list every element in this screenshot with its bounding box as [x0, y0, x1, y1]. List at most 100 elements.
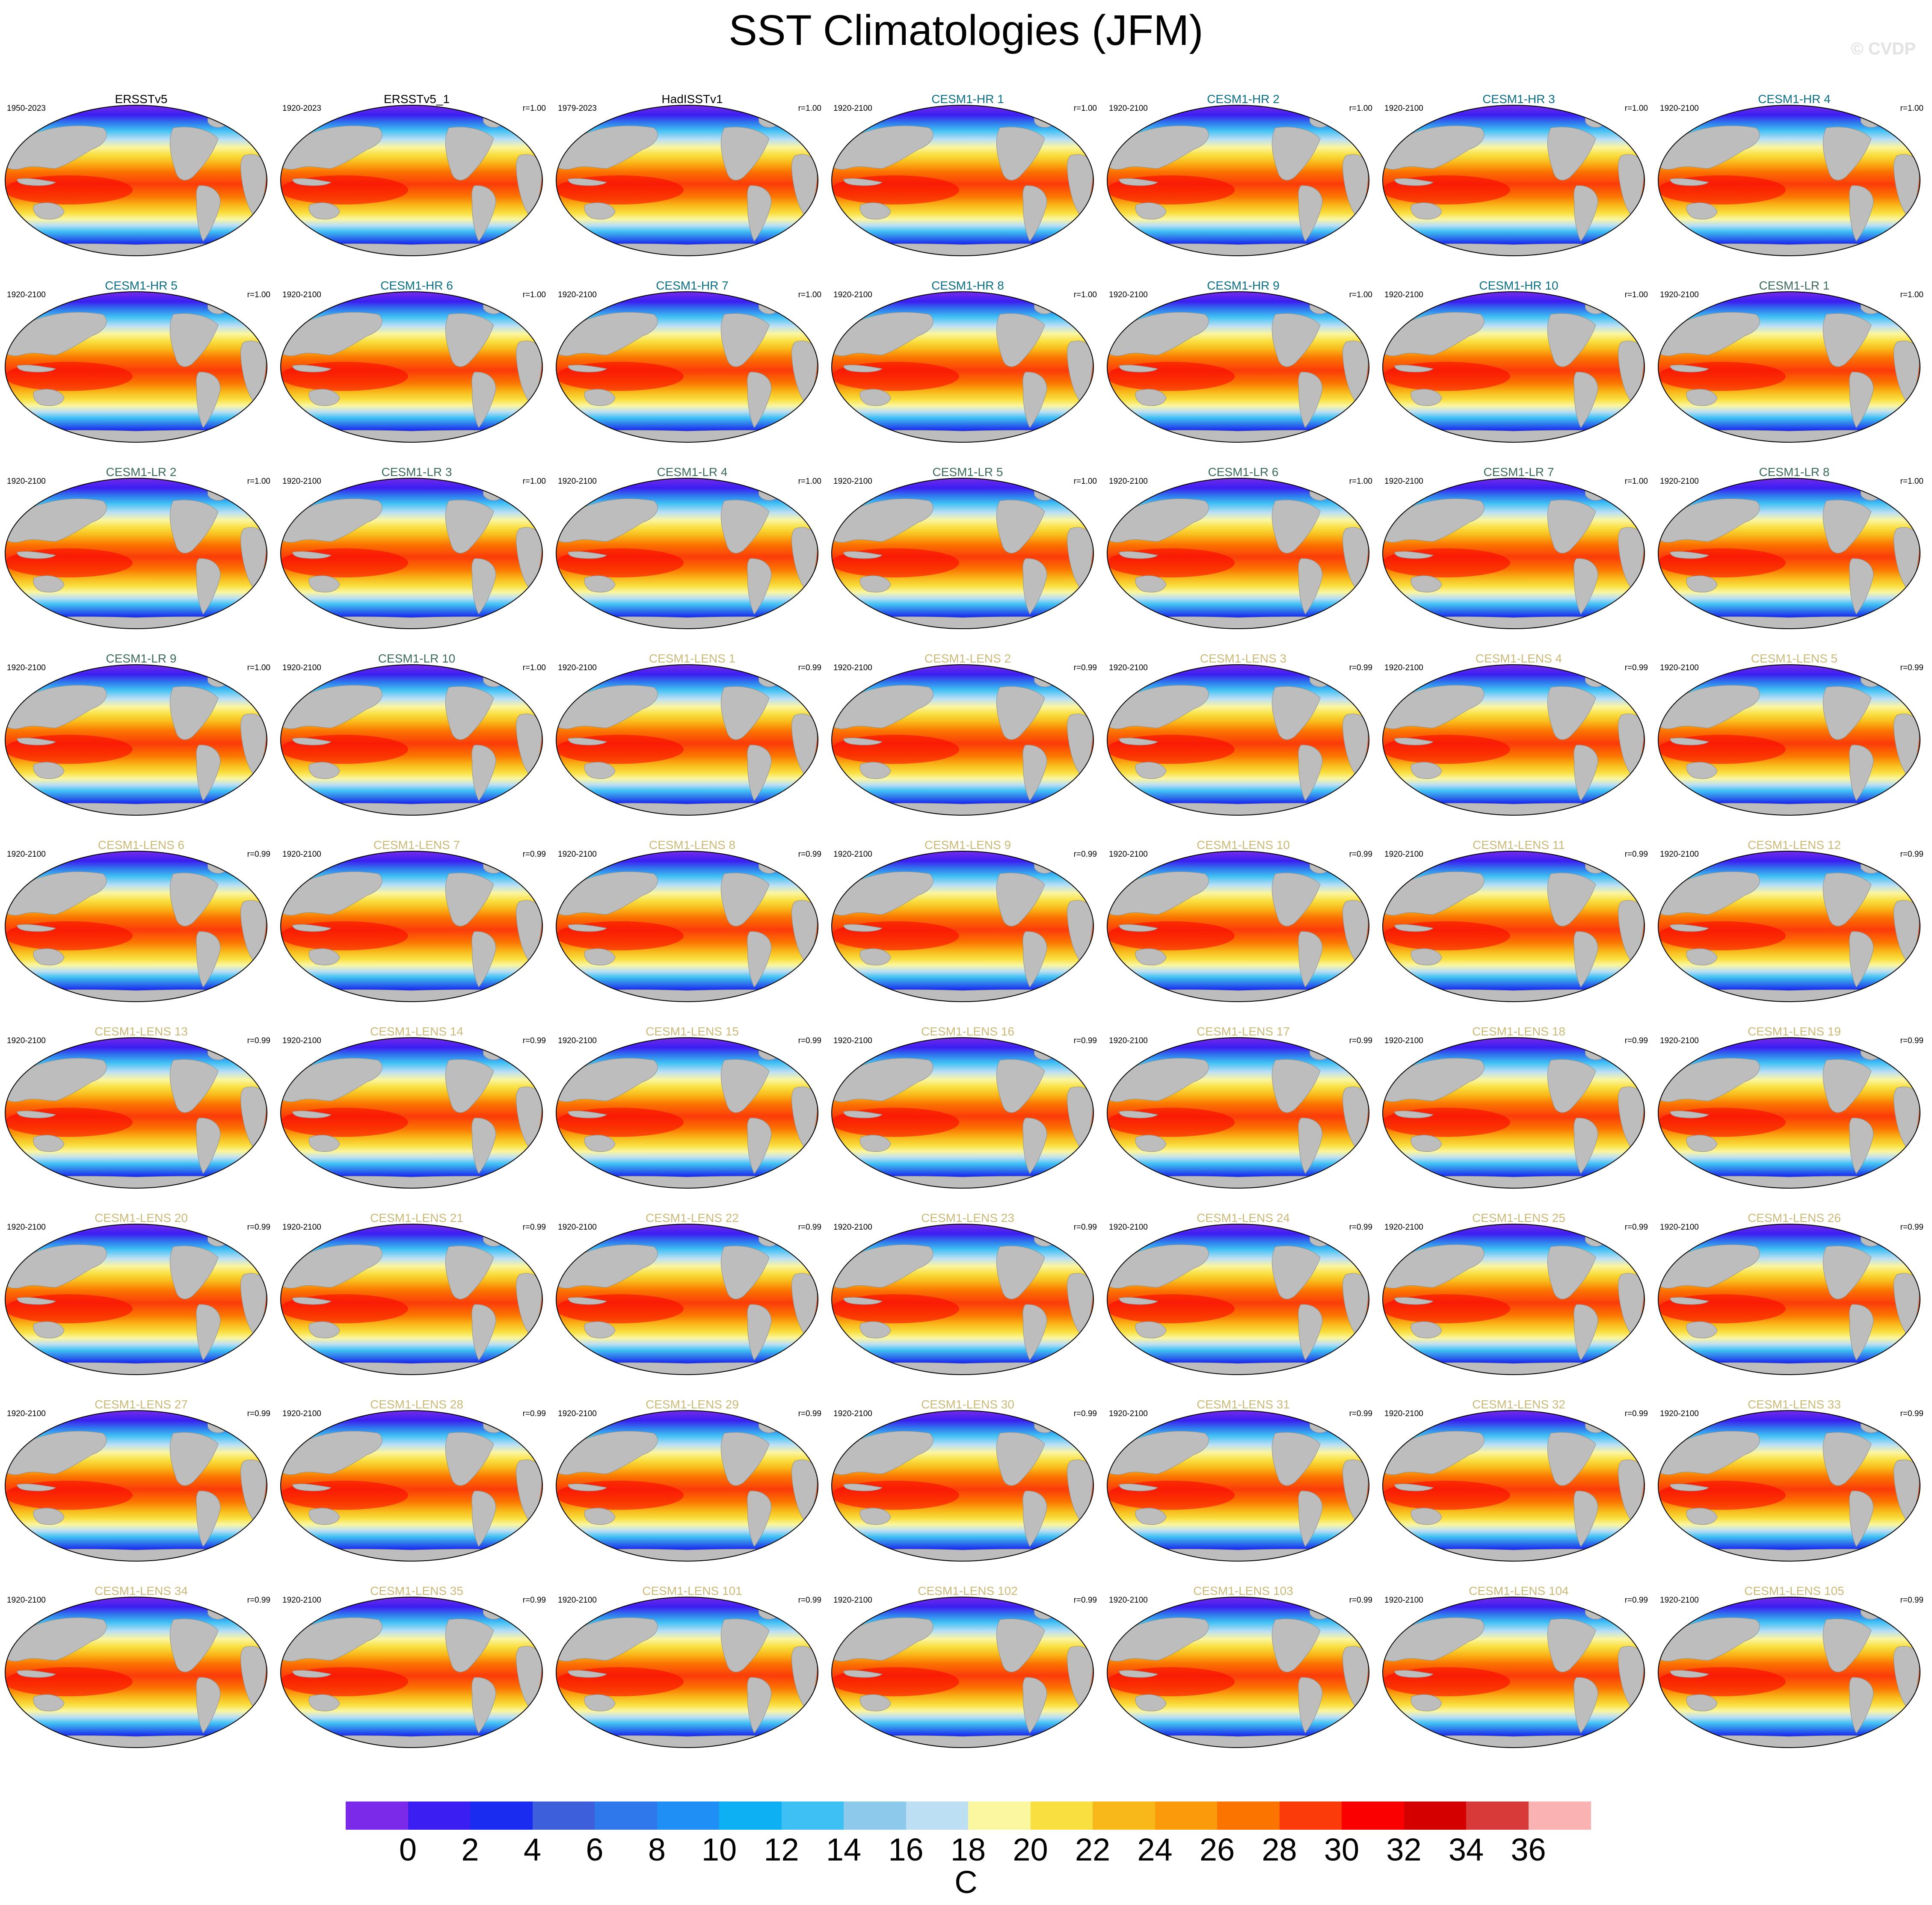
land-mass [996, 1618, 1045, 1672]
land-mass [292, 551, 332, 559]
panel-years: 1920-2100 [1660, 850, 1699, 859]
sst-map [1107, 478, 1369, 629]
panel-pattern-correlation: r=1.00 [522, 104, 546, 113]
land-mass [584, 575, 616, 593]
panel-title: CESM1-HR 7 [656, 279, 729, 292]
map-panel: CESM1-LENS 11 1920-2100 r=0.99 [1382, 830, 1656, 1005]
land-mass [445, 127, 494, 180]
land-mass [568, 178, 607, 186]
land-mass [1119, 551, 1159, 559]
map-panel: CESM1-LR 8 1920-2100 r=1.00 [1657, 457, 1931, 632]
land-mass [1022, 1491, 1047, 1547]
panel-pattern-correlation: r=0.99 [798, 1036, 821, 1045]
panel-pattern-correlation: r=0.99 [1349, 850, 1372, 859]
map-panel: CESM1-LR 4 1920-2100 r=1.00 [555, 457, 829, 632]
panel-pattern-correlation: r=1.00 [247, 477, 270, 486]
map-outline [280, 1410, 543, 1562]
panel-years: 1920-2100 [558, 850, 597, 859]
colorbar-tick-label: 4 [523, 1832, 542, 1867]
sst-map [1658, 664, 1920, 816]
colorbar-tick-label: 2 [461, 1832, 479, 1867]
land-mass [1849, 745, 1874, 801]
colorbar-box [1155, 1801, 1218, 1830]
land-mass [843, 1483, 883, 1491]
sst-map [1658, 1224, 1920, 1375]
map-outline [1658, 105, 1920, 256]
map-outline [831, 478, 1094, 629]
panel-title: CESM1-LENS 8 [649, 838, 736, 852]
panel-years: 1920-2100 [1384, 663, 1423, 672]
land-mass [308, 1321, 340, 1339]
land-mass [445, 686, 494, 740]
sst-map [280, 851, 543, 1002]
panel-title: CESM1-LENS 17 [1197, 1025, 1290, 1038]
panel-title: CESM1-LR 8 [1759, 465, 1830, 479]
land-mass [308, 762, 340, 779]
colorbar-box [1030, 1801, 1093, 1830]
panel-title: CESM1-LENS 18 [1472, 1025, 1565, 1038]
sst-map [5, 1224, 267, 1375]
land-mass [196, 1677, 221, 1733]
panel-pattern-correlation: r=0.99 [798, 1596, 821, 1605]
land-mass [996, 1245, 1045, 1299]
land-mass [1547, 1618, 1596, 1672]
panel-title: CESM1-LENS 15 [646, 1025, 739, 1038]
land-mass [1686, 1135, 1718, 1152]
land-mass [1022, 931, 1047, 988]
panel-pattern-correlation: r=0.99 [1073, 850, 1097, 859]
map-outline [1382, 1410, 1645, 1562]
land-mass [1822, 500, 1872, 553]
map-outline [5, 1037, 267, 1189]
map-panel: CESM1-LENS 21 1920-2100 r=0.99 [280, 1203, 554, 1378]
land-mass [292, 364, 332, 373]
map-panel: CESM1-LENS 4 1920-2100 r=0.99 [1382, 643, 1656, 819]
land-mass [1119, 1483, 1159, 1491]
land-mass [1135, 1694, 1167, 1712]
map-panel: CESM1-HR 2 1920-2100 r=1.00 [1106, 84, 1380, 259]
colorbar-box [1342, 1801, 1405, 1830]
land-mass [1410, 389, 1442, 406]
colorbar-tick-label: 8 [648, 1832, 666, 1867]
panel-pattern-correlation: r=0.99 [1900, 1223, 1923, 1232]
panel-years: 1920-2100 [1109, 290, 1148, 299]
colorbar-box [906, 1801, 969, 1830]
land-mass [1822, 313, 1872, 367]
map-outline [1382, 1037, 1645, 1189]
map-panel: CESM1-LENS 19 1920-2100 r=0.99 [1657, 1016, 1931, 1192]
land-mass [471, 745, 496, 801]
map-outline [556, 478, 818, 629]
sst-map [556, 851, 818, 1002]
land-mass [1394, 364, 1434, 373]
land-mass [196, 1118, 221, 1174]
sst-map [831, 1410, 1094, 1562]
panel-years: 1920-2100 [1109, 1596, 1148, 1605]
panel-years: 1920-2100 [1109, 477, 1148, 486]
map-outline [556, 1037, 818, 1189]
map-outline [831, 1597, 1094, 1748]
land-mass [1686, 948, 1718, 966]
land-mass [1849, 1118, 1874, 1174]
land-mass [996, 686, 1045, 740]
land-mass [1670, 1483, 1710, 1491]
land-mass [196, 931, 221, 988]
map-outline [5, 1410, 267, 1562]
land-mass [1410, 948, 1442, 966]
map-outline [1107, 851, 1369, 1002]
sst-map [1382, 1224, 1645, 1375]
sst-map [280, 291, 543, 443]
panel-title: CESM1-LENS 33 [1748, 1398, 1841, 1411]
map-outline [831, 1224, 1094, 1375]
colorbar-box [408, 1801, 471, 1830]
map-outline [1658, 851, 1920, 1002]
land-mass [584, 389, 616, 406]
land-mass [33, 1508, 65, 1525]
colorbar-unit: C [954, 1864, 978, 1900]
land-mass [1849, 185, 1874, 242]
land-mass [1547, 500, 1596, 553]
land-mass [1298, 1118, 1323, 1174]
land-mass [292, 178, 332, 186]
land-mass [996, 1059, 1045, 1113]
land-mass [1686, 762, 1718, 779]
panel-years: 1920-2100 [1660, 1409, 1699, 1418]
map-panel: CESM1-LR 1 1920-2100 r=1.00 [1657, 270, 1931, 446]
